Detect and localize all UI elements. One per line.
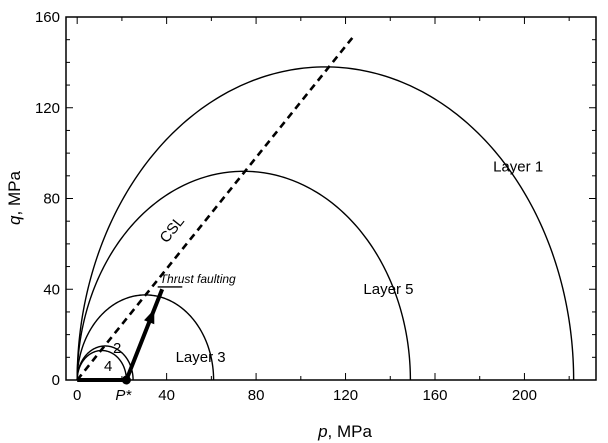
p-star-point: [121, 375, 131, 385]
x-tick-label: 120: [333, 387, 358, 404]
plot-curves: [76, 66, 575, 381]
x-tick-label: 160: [422, 387, 447, 404]
curve-layer-3: [76, 294, 215, 381]
y-tick-label: 0: [52, 372, 60, 389]
curve-layer-5: [76, 170, 412, 381]
y-tick-label: 40: [43, 281, 60, 298]
x-tick-label: 80: [248, 387, 265, 404]
label-csl: CSL: [157, 213, 189, 246]
csl-line: [76, 34, 356, 381]
y-tick-label: 80: [43, 191, 60, 208]
y-tick-label: 120: [35, 100, 60, 117]
plot-labels: Layer 1 Layer 5 Layer 3 24 CSL Thrust faultin…: [104, 158, 543, 404]
label-p-star: P*: [115, 387, 132, 404]
label-layer-3: Layer 3: [176, 349, 226, 366]
plot-axes: 0 40 80 120 160 200 0 40 80 120 160: [35, 9, 597, 404]
y-tick-label: 160: [35, 9, 60, 26]
plot-frame: [65, 16, 597, 381]
stress-path: [77, 288, 165, 382]
curve-layer-1: [76, 66, 575, 381]
label-layer-1: Layer 1: [493, 158, 543, 175]
label-curve-2: 2: [113, 340, 121, 357]
x-axis-symbol: p: [317, 422, 327, 441]
y-axis-unit: , MPa: [5, 171, 24, 216]
y-axis-symbol: q: [5, 215, 24, 225]
annotation-thrust-faulting: Thrust faulting: [160, 272, 236, 286]
x-tick-label: 200: [512, 387, 537, 404]
label-curve-4: 4: [104, 358, 112, 375]
x-axis-title: p, MPa: [317, 422, 372, 441]
label-layer-5: Layer 5: [363, 281, 413, 298]
x-tick-label: 0: [73, 387, 81, 404]
stress-path-arrowhead: [144, 309, 155, 325]
x-axis-unit: , MPa: [328, 422, 373, 441]
y-axis-title: q, MPa: [5, 171, 24, 225]
plot-overlay: [76, 34, 356, 385]
x-tick-label: 40: [158, 387, 175, 404]
